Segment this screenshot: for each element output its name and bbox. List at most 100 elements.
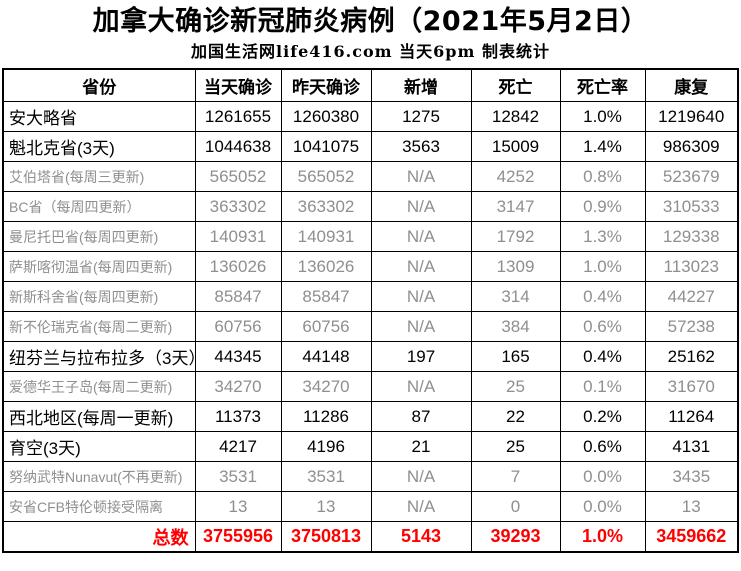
header-row: 省份 当天确诊 昨天确诊 新增 死亡 死亡率 康复	[2, 68, 739, 102]
value-cell: 0.0%	[559, 461, 646, 492]
value-cell: 25	[470, 371, 561, 402]
value-cell: 3750813	[280, 521, 372, 553]
value-cell: 1219640	[644, 101, 739, 132]
table-row: 育空(3天) 4217 4196 21 25 0.6% 4131	[2, 431, 739, 462]
table-row: 新斯科舍省(每周四更新) 85847 85847 N/A 314 0.4% 44227	[2, 281, 739, 312]
province-cell: 育空(3天)	[2, 431, 196, 462]
value-cell: 3563	[370, 131, 472, 162]
page-title: 加拿大确诊新冠肺炎病例（2021年5月2日）	[92, 6, 649, 37]
value-cell: 13	[194, 491, 282, 522]
value-cell: 1.4%	[559, 131, 646, 162]
value-cell: 3435	[644, 461, 739, 492]
province-cell: 新斯科舍省(每周四更新)	[2, 281, 196, 312]
table-row: 艾伯塔省(每周三更新) 565052 565052 N/A 4252 0.8% 523679	[2, 161, 739, 192]
value-cell: 85847	[194, 281, 282, 312]
value-cell: 1260380	[280, 101, 372, 132]
value-cell: 986309	[644, 131, 739, 162]
table-row: 魁北克省(3天) 1044638 1041075 3563 15009 1.4% 98630…	[2, 131, 739, 162]
table-row: 安省CFB特伦顿接受隔离 13 13 N/A 0 0.0% 13	[2, 491, 739, 522]
value-cell: 4217	[194, 431, 282, 462]
value-cell: 31670	[644, 371, 739, 402]
value-cell: 1.3%	[559, 221, 646, 252]
province-cell: BC省（每周四更新）	[2, 191, 196, 222]
value-cell: 3147	[470, 191, 561, 222]
value-cell: 44227	[644, 281, 739, 312]
value-cell: 1309	[470, 251, 561, 282]
value-cell: 129338	[644, 221, 739, 252]
value-cell: 22	[470, 401, 561, 432]
value-cell: 4196	[280, 431, 372, 462]
value-cell: 0.4%	[559, 281, 646, 312]
value-cell: 1792	[470, 221, 561, 252]
value-cell: N/A	[370, 311, 472, 342]
value-cell: 11373	[194, 401, 282, 432]
column-header: 死亡	[470, 68, 561, 102]
table-row: 努纳武特Nunavut(不再更新) 3531 3531 N/A 7 0.0% 3435	[2, 461, 739, 492]
value-cell: 25162	[644, 341, 739, 372]
value-cell: 34270	[280, 371, 372, 402]
value-cell: 310533	[644, 191, 739, 222]
value-cell: 363302	[194, 191, 282, 222]
table-row: 纽芬兰与拉布拉多（3天） 44345 44148 197 165 0.4% 25162	[2, 341, 739, 372]
page-subtitle: 加国生活网life416.com 当天6pm 制表统计	[191, 42, 550, 61]
value-cell: 44148	[280, 341, 372, 372]
value-cell: 3531	[280, 461, 372, 492]
value-cell: 39293	[470, 521, 561, 553]
table-row: 西北地区(每周一更新) 11373 11286 87 22 0.2% 11264	[2, 401, 739, 432]
value-cell: 13	[280, 491, 372, 522]
province-cell: 萨斯喀彻温省(每周四更新)	[2, 251, 196, 282]
province-cell: 纽芬兰与拉布拉多（3天）	[2, 341, 196, 372]
table-row: 安大略省 1261655 1260380 1275 12842 1.0% 1219640	[2, 101, 739, 132]
column-header: 省份	[2, 68, 196, 102]
value-cell: 0.6%	[559, 311, 646, 342]
value-cell: 13	[644, 491, 739, 522]
value-cell: 4252	[470, 161, 561, 192]
value-cell: 3755956	[194, 521, 282, 553]
value-cell: 60756	[194, 311, 282, 342]
value-cell: 57238	[644, 311, 739, 342]
value-cell: N/A	[370, 281, 472, 312]
value-cell: 113023	[644, 251, 739, 282]
value-cell: 44345	[194, 341, 282, 372]
value-cell: N/A	[370, 251, 472, 282]
value-cell: 25	[470, 431, 561, 462]
value-cell: 12842	[470, 101, 561, 132]
province-cell: 西北地区(每周一更新)	[2, 401, 196, 432]
value-cell: 5143	[370, 521, 472, 553]
value-cell: 1041075	[280, 131, 372, 162]
value-cell: 1.0%	[559, 101, 646, 132]
value-cell: 0.2%	[559, 401, 646, 432]
value-cell: 0.4%	[559, 341, 646, 372]
value-cell: N/A	[370, 191, 472, 222]
value-cell: 11264	[644, 401, 739, 432]
table-row: 萨斯喀彻温省(每周四更新) 136026 136026 N/A 1309 1.0% 1130…	[2, 251, 739, 282]
value-cell: 197	[370, 341, 472, 372]
value-cell: 15009	[470, 131, 561, 162]
value-cell: 1.0%	[559, 521, 646, 553]
total-label: 总数	[2, 521, 196, 553]
province-cell: 新不伦瑞克省(每周二更新)	[2, 311, 196, 342]
value-cell: 565052	[194, 161, 282, 192]
value-cell: 85847	[280, 281, 372, 312]
value-cell: 136026	[280, 251, 372, 282]
value-cell: 1261655	[194, 101, 282, 132]
value-cell: 0.0%	[559, 491, 646, 522]
value-cell: 165	[470, 341, 561, 372]
value-cell: 60756	[280, 311, 372, 342]
total-row: 总数 3755956 3750813 5143 39293 1.0% 3459662	[2, 521, 739, 553]
value-cell: 0.8%	[559, 161, 646, 192]
value-cell: 565052	[280, 161, 372, 192]
value-cell: 4131	[644, 431, 739, 462]
value-cell: 34270	[194, 371, 282, 402]
value-cell: N/A	[370, 161, 472, 192]
covid-stats-table: 省份 当天确诊 昨天确诊 新增 死亡 死亡率 康复 安大略省 1261655 1260380 12…	[2, 68, 739, 553]
table-body: 安大略省 1261655 1260380 1275 12842 1.0% 1219640 魁北…	[2, 101, 739, 553]
province-cell: 努纳武特Nunavut(不再更新)	[2, 461, 196, 492]
value-cell: 7	[470, 461, 561, 492]
value-cell: 0.9%	[559, 191, 646, 222]
value-cell: 384	[470, 311, 561, 342]
value-cell: 11286	[280, 401, 372, 432]
value-cell: 140931	[280, 221, 372, 252]
value-cell: 87	[370, 401, 472, 432]
value-cell: 1275	[370, 101, 472, 132]
